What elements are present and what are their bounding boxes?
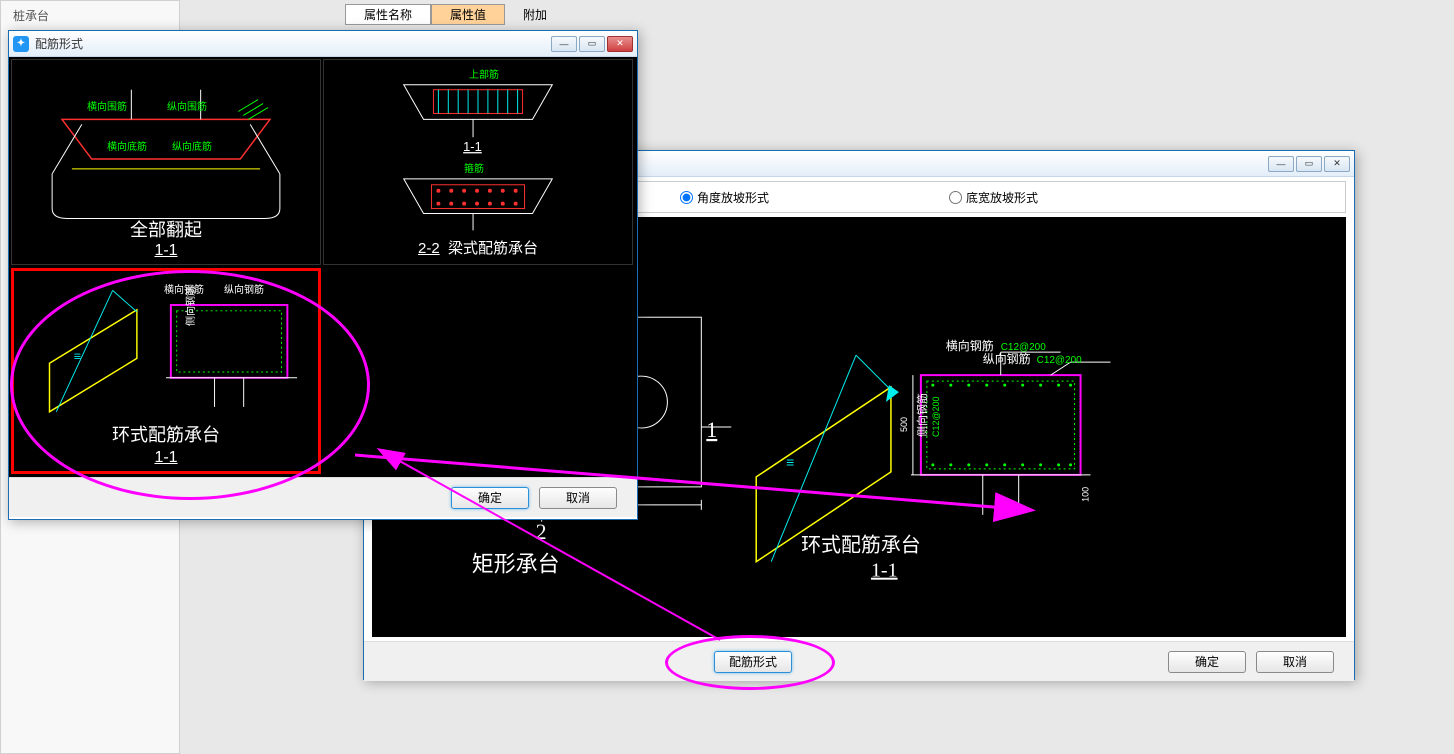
thumb3-label2: 纵向钢筋 <box>224 281 264 296</box>
thumb2-label-top: 上部筋 <box>469 66 499 81</box>
rebar-form-dialog: ✦ 配筋形式 — ▭ ✕ <box>8 30 638 520</box>
rebar-option-1[interactable]: 横向围筋 纵向围筋 横向底筋 纵向底筋 全部翻起 1-1 <box>11 59 321 265</box>
main-ok-button[interactable]: 确定 <box>1168 651 1246 673</box>
svg-text:C12@200: C12@200 <box>1037 355 1082 366</box>
rebar-option-3[interactable]: ≡ 横向钢筋 纵向钢筋 侧向钢筋 环式配筋承台 1-1 <box>11 268 321 474</box>
rebar-dialog-titlebar[interactable]: ✦ 配筋形式 — ▭ ✕ <box>9 31 637 57</box>
thumb2-label-side: 箍筋 <box>464 160 484 175</box>
svg-text:1: 1 <box>706 417 717 442</box>
svg-text:C12@200: C12@200 <box>931 396 941 437</box>
main-dialog-footer: 配筋形式 确定 取消 <box>364 641 1354 681</box>
thumb1-label-mid: 横向底筋 <box>107 138 147 153</box>
svg-text:100: 100 <box>1081 487 1091 502</box>
minimize-button[interactable]: — <box>1268 156 1294 172</box>
radio-angle[interactable]: 角度放坡形式 <box>680 189 769 206</box>
svg-text:500: 500 <box>899 417 909 432</box>
minimize-button[interactable]: — <box>551 36 577 52</box>
radio-width-label: 底宽放坡形式 <box>966 189 1038 206</box>
rebar-dialog-title: 配筋形式 <box>35 35 551 52</box>
app-icon: ✦ <box>13 36 29 52</box>
svg-text:侧向钢筋: 侧向钢筋 <box>915 393 929 437</box>
thumb2-caption: 2-2 梁式配筋承台 <box>418 237 538 258</box>
svg-text:2: 2 <box>536 519 547 544</box>
radio-angle-input[interactable] <box>680 191 693 204</box>
col-prop-add: 附加 <box>505 5 565 24</box>
rebar-option-2[interactable]: 1-1 上部筋 箍筋 2-2 梁式配筋承台 <box>323 59 633 265</box>
main-cancel-button[interactable]: 取消 <box>1256 651 1334 673</box>
svg-text:1-1: 1-1 <box>871 560 898 582</box>
thumb3-label3: 侧向钢筋 <box>182 286 197 326</box>
svg-text:纵向钢筋: 纵向钢筋 <box>983 351 1031 366</box>
thumb1-label-top: 横向围筋 <box>87 98 127 113</box>
rebar-form-button[interactable]: 配筋形式 <box>714 651 792 673</box>
thumb3-caption: 环式配筋承台 <box>112 421 220 447</box>
radio-width-input[interactable] <box>949 191 962 204</box>
thumb3-caption-sub: 1-1 <box>154 449 177 467</box>
close-button[interactable]: ✕ <box>607 36 633 52</box>
svg-text:≡: ≡ <box>786 454 794 470</box>
cancel-button[interactable]: 取消 <box>539 487 617 509</box>
rebar-dialog-footer: 确定 取消 <box>9 477 637 517</box>
svg-text:环式配筋承台: 环式配筋承台 <box>801 534 921 557</box>
col-prop-value: 属性值 <box>431 4 505 25</box>
radio-angle-label: 角度放坡形式 <box>697 189 769 206</box>
plan-title-text: 矩形承台 <box>472 552 560 577</box>
sidebar-item[interactable]: 桩承台 <box>1 1 179 30</box>
thumb1-caption: 全部翻起 <box>130 216 202 242</box>
col-prop-name: 属性名称 <box>345 4 431 25</box>
radio-width[interactable]: 底宽放坡形式 <box>949 189 1038 206</box>
svg-text:1-1: 1-1 <box>463 139 482 154</box>
rebar-thumbs-area: 横向围筋 纵向围筋 横向底筋 纵向底筋 全部翻起 1-1 1-1 <box>9 57 637 477</box>
svg-text:≡: ≡ <box>74 349 81 363</box>
maximize-button[interactable]: ▭ <box>579 36 605 52</box>
thumb1-caption-sub: 1-1 <box>154 242 177 260</box>
maximize-button[interactable]: ▭ <box>1296 156 1322 172</box>
thumb1-label-mid2: 纵向底筋 <box>172 138 212 153</box>
close-button[interactable]: ✕ <box>1324 156 1350 172</box>
thumb1-label-top2: 纵向围筋 <box>167 98 207 113</box>
svg-text:横向钢筋: 横向钢筋 <box>946 338 994 353</box>
ok-button[interactable]: 确定 <box>451 487 529 509</box>
section-view: ≡ 500 100 <box>756 338 1110 582</box>
property-header: 属性名称属性值附加 <box>345 4 565 25</box>
